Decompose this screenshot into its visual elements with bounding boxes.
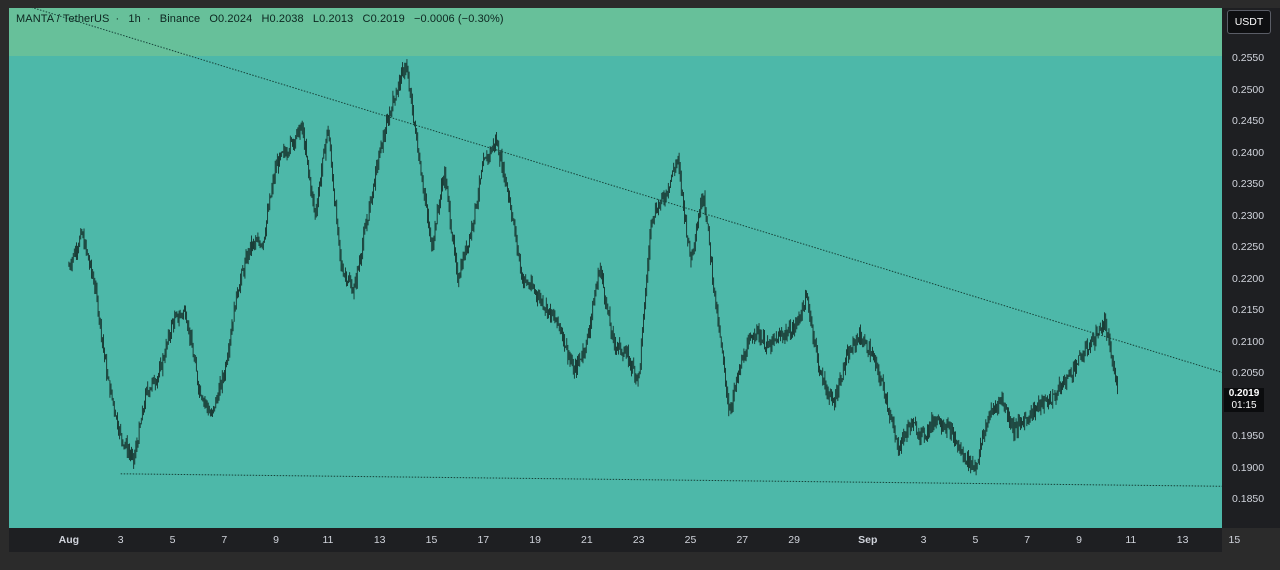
time-tick-label: 13 [373, 534, 386, 546]
time-tick-label: 21 [581, 534, 593, 546]
price-tick-label: 0.2200 [1232, 272, 1265, 285]
time-tick-label: 9 [1076, 534, 1082, 546]
time-tick-label: 27 [736, 534, 749, 546]
current-price-label: 0.2019 01:15 [1224, 388, 1264, 412]
price-tick-label: 0.2450 [1232, 115, 1265, 127]
time-tick-label: 7 [221, 534, 228, 546]
time-tick-label: Sep [858, 534, 878, 546]
resistance-trendline[interactable] [9, 8, 1222, 376]
price-tick-label: 0.1950 [1232, 430, 1265, 442]
interval-label[interactable]: 1h [128, 13, 141, 25]
time-tick-label: 3 [117, 534, 124, 546]
price-tick-label: 0.2050 [1232, 367, 1265, 379]
time-axis[interactable]: Aug 3 5 7 9 11 13 15 17 19 21 23 25 27 29 Sep 3 5 7 9 11 13 15 [9, 528, 1240, 552]
time-tick-label: 25 [684, 534, 697, 546]
time-tick-label: 19 [529, 534, 541, 546]
price-tick-label: 0.2400 [1232, 146, 1265, 159]
time-tick-label: 23 [632, 534, 645, 546]
time-tick-label: 29 [788, 534, 800, 546]
exchange-label: Binance [159, 13, 201, 25]
price-tick-label: 0.2350 [1232, 178, 1265, 190]
time-tick-label: 15 [1228, 534, 1241, 546]
low-value: L0.2013 [312, 13, 354, 25]
time-tick-label: 11 [322, 534, 334, 546]
time-tick-label: 5 [972, 534, 979, 546]
symbol-legend: MANTA / TetherUS · 1h · Binance O0.2024 H0… [16, 13, 510, 25]
open-value: O0.2024 [209, 13, 253, 25]
time-tick-label: 7 [1024, 534, 1031, 546]
separator-dot: · [146, 13, 151, 25]
current-price: 0.2019 [1228, 388, 1260, 399]
price-axis[interactable]: 0.2550 0.2500 0.2450 0.2400 0.2350 0.2300 0.22… [1222, 8, 1280, 528]
time-tick-label: 15 [425, 534, 438, 546]
separator-dot: · [115, 13, 120, 25]
time-tick-label: 5 [169, 534, 176, 546]
price-tick-label: 0.2100 [1232, 335, 1265, 348]
change-value: −0.0006 (−0.30%) [413, 13, 504, 25]
time-tick-label: 11 [1125, 534, 1137, 546]
time-tick-label: 13 [1176, 534, 1189, 546]
chart-plot-area[interactable] [9, 8, 1222, 528]
price-tick-label: 0.2550 [1232, 52, 1265, 64]
symbol-name[interactable]: MANTA / TetherUS [16, 13, 110, 25]
close-value: C0.2019 [362, 13, 405, 25]
currency-button[interactable]: USDT [1227, 10, 1271, 34]
high-value: H0.2038 [261, 13, 304, 25]
price-tick-label: 0.2250 [1232, 241, 1265, 253]
price-tick-label: 0.2150 [1232, 304, 1265, 316]
time-tick-label: 3 [920, 534, 927, 546]
highlight-zone [9, 8, 1222, 56]
candlestick-chart [9, 8, 1222, 487]
price-tick-label: 0.2500 [1232, 83, 1265, 96]
time-tick-label: 9 [273, 534, 280, 546]
price-tick-label: 0.2300 [1232, 209, 1265, 222]
bar-countdown: 01:15 [1231, 400, 1257, 411]
time-tick-label: 17 [477, 534, 490, 546]
support-trendline[interactable] [120, 473, 1222, 487]
price-tick-label: 0.1900 [1232, 461, 1265, 474]
bottom-toolbar [0, 552, 1280, 570]
time-tick-label: Aug [58, 534, 80, 546]
price-tick-label: 0.1850 [1232, 493, 1265, 505]
